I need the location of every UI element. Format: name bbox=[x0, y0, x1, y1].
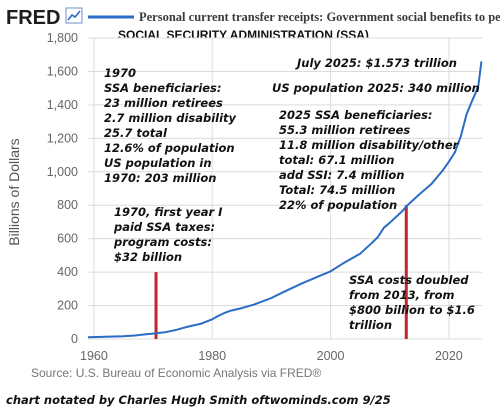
x-tick-label: 2020 bbox=[435, 349, 463, 363]
y-axis-label: Billions of Dollars bbox=[6, 138, 22, 245]
annotation-costs-doubled: SSA costs doubled from 2013, from $800 b… bbox=[349, 273, 479, 332]
note-line: SSA beneficiaries: bbox=[104, 81, 222, 95]
fred-graph-icon bbox=[65, 7, 83, 24]
note-line: Total: 74.5 million bbox=[279, 183, 395, 197]
note-line: 2.7 million disability bbox=[104, 111, 237, 125]
x-tick-label: 1980 bbox=[198, 349, 226, 363]
note-line: 1970: 203 million bbox=[104, 171, 216, 185]
x-tick-label: 2000 bbox=[317, 349, 345, 363]
fred-logo: FRED bbox=[6, 7, 60, 29]
y-axis-ticks: 0 200 400 600 800 1,000 1,200 1,400 1,600 1,800 bbox=[47, 31, 78, 346]
note-line: 23 million retirees bbox=[104, 96, 223, 110]
x-axis-ticks: 1960 1980 2000 2020 bbox=[80, 349, 463, 363]
note-line: $32 billion bbox=[114, 250, 182, 264]
annotation-us-pop-2025: US population 2025: 340 million bbox=[272, 81, 480, 95]
legend-label: Personal current transfer receipts: Gove… bbox=[139, 10, 500, 24]
footer-credit: chart notated by Charles Hugh Smith oftw… bbox=[6, 393, 391, 407]
series-lines bbox=[87, 61, 483, 339]
annotation-1970-taxes: 1970, first year I paid SSA taxes: progr… bbox=[113, 205, 226, 264]
note-line: total: 67.1 million bbox=[279, 153, 394, 167]
y-tick-label: 400 bbox=[57, 265, 78, 279]
note-line: 55.3 million retirees bbox=[279, 123, 410, 137]
note-line: 11.8 million disability/other bbox=[279, 138, 460, 152]
y-tick-label: 1,200 bbox=[47, 131, 78, 145]
note-line: 25.7 total bbox=[104, 126, 168, 140]
y-tick-label: 1,600 bbox=[47, 64, 78, 78]
note-line: 1970 bbox=[104, 66, 136, 80]
source-note: Source: U.S. Bureau of Economic Analysis… bbox=[31, 366, 321, 380]
plot-area bbox=[88, 38, 482, 339]
note-line: program costs: bbox=[113, 235, 212, 249]
y-tick-label: 200 bbox=[57, 299, 78, 313]
x-tick-label: 1960 bbox=[80, 349, 108, 363]
series-line bbox=[87, 61, 483, 339]
note-line: add SSI: 7.4 million bbox=[279, 168, 404, 182]
note-line: 22% of population bbox=[279, 198, 397, 212]
y-tick-label: 1,400 bbox=[47, 98, 78, 112]
note-line: US population in bbox=[104, 156, 212, 170]
note-line: 2025 SSA beneficiaries: bbox=[279, 108, 433, 122]
y-tick-label: 0 bbox=[71, 332, 78, 346]
y-tick-label: 1,800 bbox=[47, 31, 78, 45]
note-line: trillion bbox=[349, 318, 392, 332]
note-line: 1970, first year I bbox=[114, 205, 223, 219]
annotation-2025-beneficiaries: 2025 SSA beneficiaries: 55.3 million ret… bbox=[279, 108, 462, 212]
note-line: SSA costs doubled bbox=[349, 273, 469, 287]
note-line: 12.6% of population bbox=[104, 141, 235, 155]
y-tick-label: 600 bbox=[57, 232, 78, 246]
gridlines bbox=[88, 37, 482, 340]
y-tick-label: 800 bbox=[57, 198, 78, 212]
y-tick-label: 1,000 bbox=[47, 165, 78, 179]
note-line: paid SSA taxes: bbox=[113, 220, 215, 234]
note-line: from 2013, from bbox=[349, 288, 455, 302]
red-markers bbox=[154, 205, 408, 339]
note-line: $800 billion to $1.6 bbox=[349, 303, 475, 317]
annotation-1970-beneficiaries: 1970 SSA beneficiaries: 23 million retir… bbox=[104, 66, 240, 185]
annotation-july-2025: July 2025: $1.573 trillion bbox=[295, 56, 457, 70]
